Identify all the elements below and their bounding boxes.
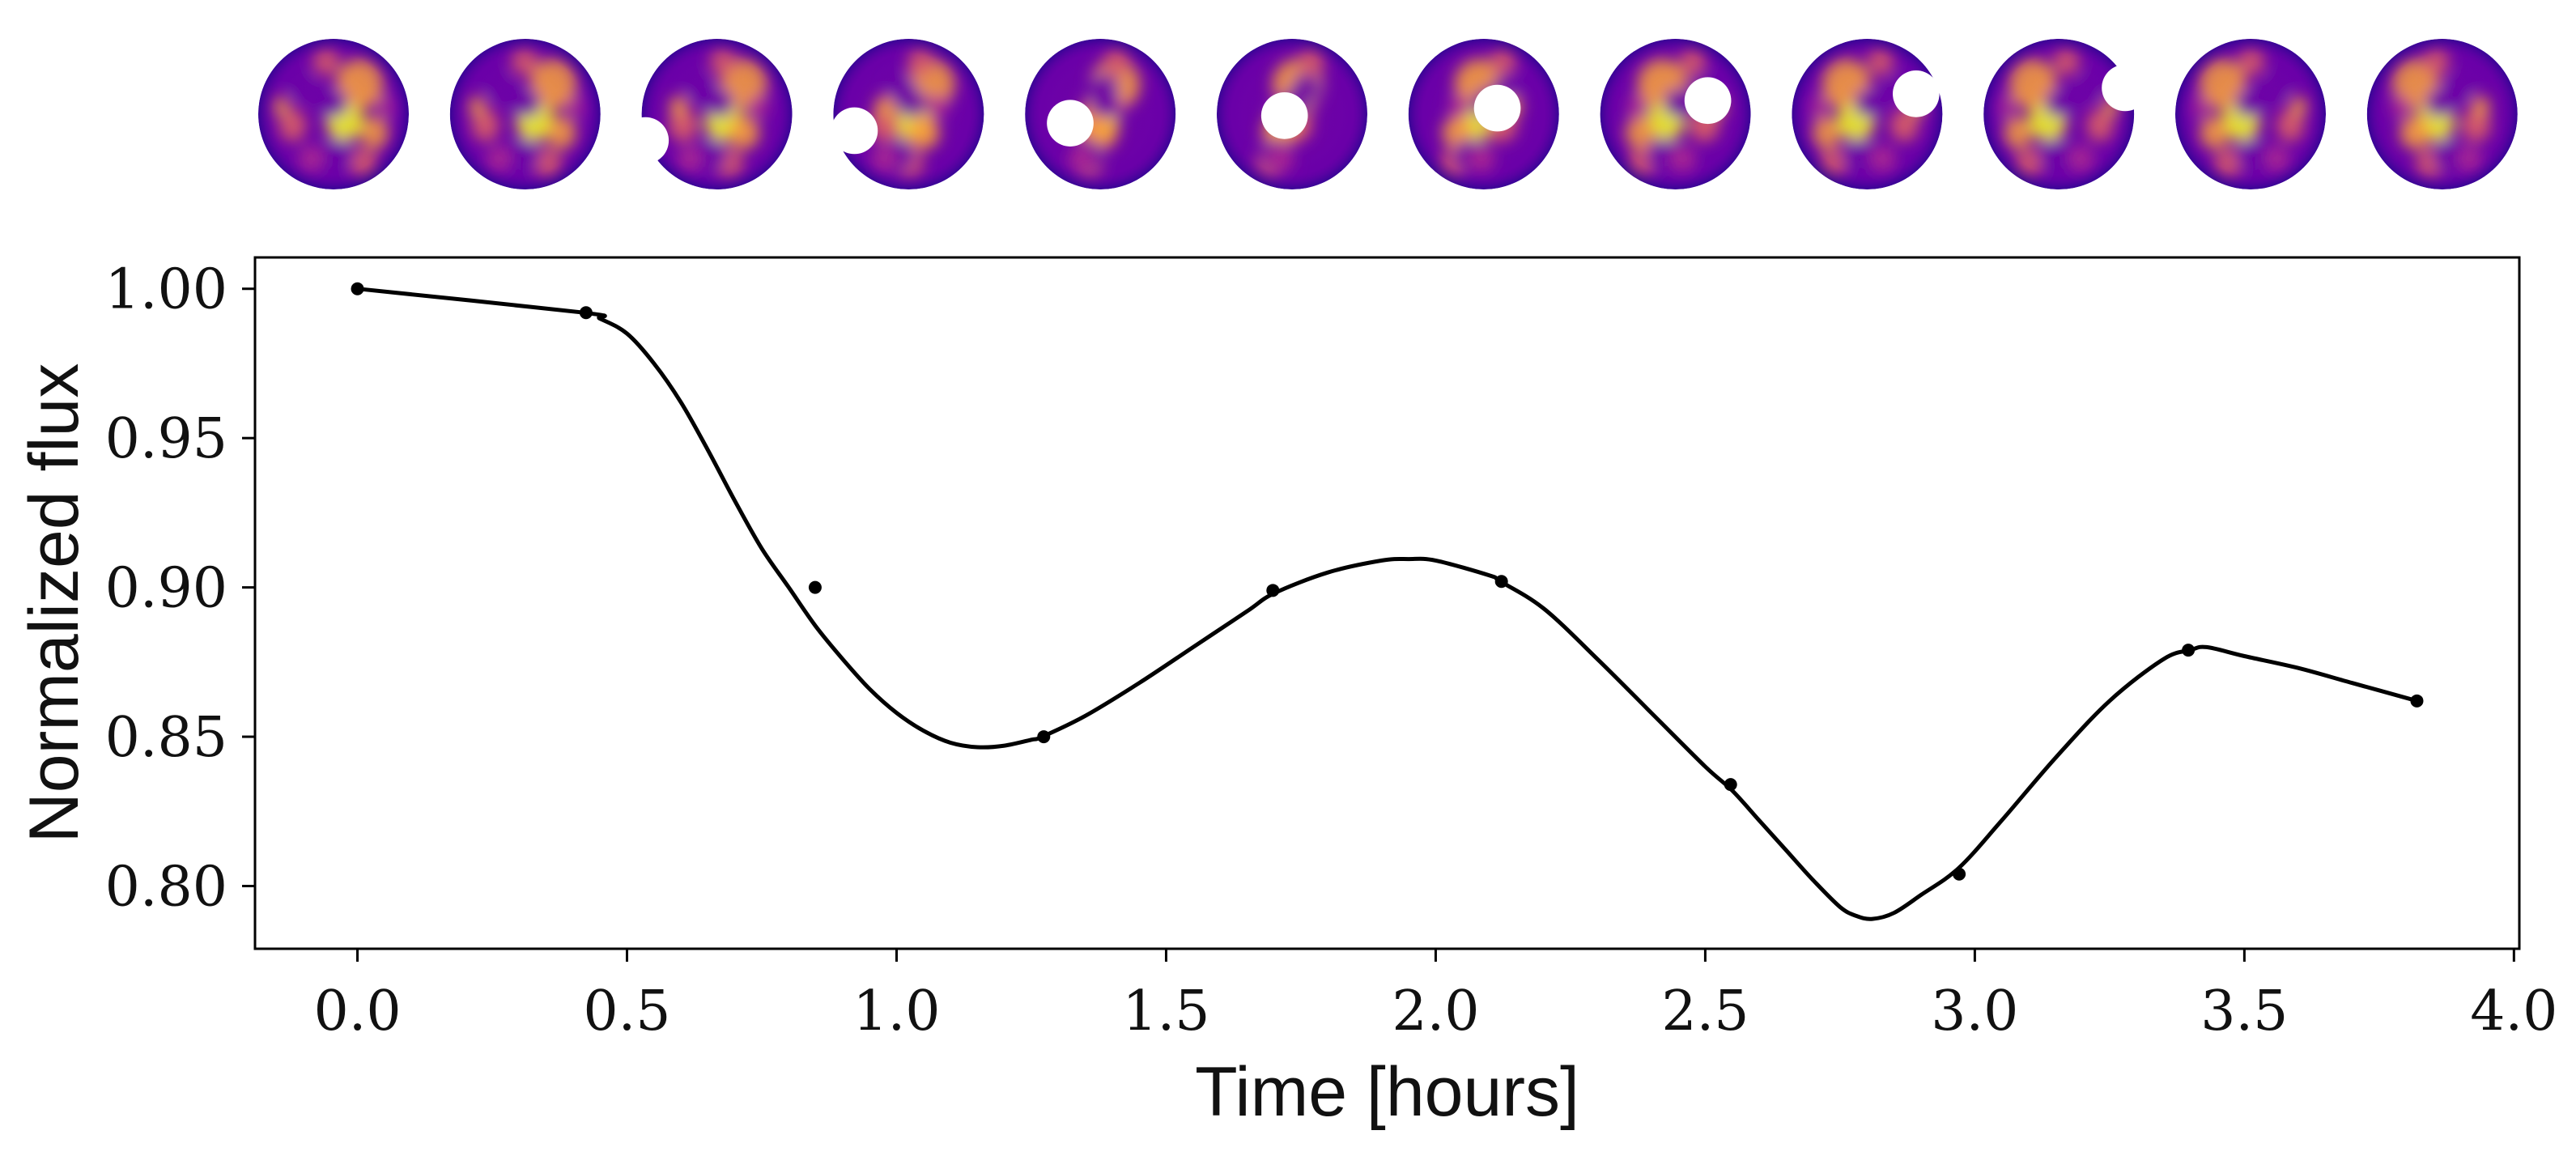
occultor-disc (1893, 70, 1940, 117)
sample-point (2182, 644, 2196, 657)
map-thumbnail (2175, 39, 2326, 189)
occultor-disc (1260, 92, 1308, 139)
map-thumbnail (831, 39, 984, 189)
plot-frame (253, 256, 2521, 950)
map-thumbnail (258, 39, 409, 189)
map-thumbnail-row (258, 39, 2518, 189)
flux-curve-line (355, 287, 2419, 921)
sample-point (351, 282, 364, 295)
occultor-disc (1047, 100, 1094, 147)
y-axis: 0.80 0.85 0.90 0.95 1.00 (105, 258, 255, 920)
map-thumbnail (622, 39, 793, 189)
occultor-disc (1473, 84, 1521, 132)
x-tick-label: 2.0 (1392, 980, 1479, 1043)
map-thumbnail (1600, 39, 1751, 189)
map-thumbnail (1983, 39, 2149, 189)
x-tick-label: 1.0 (852, 980, 940, 1043)
y-axis-label: Normalized flux (15, 363, 93, 844)
x-tick-label: 4.0 (2470, 980, 2557, 1043)
map-thumbnail (2366, 39, 2518, 189)
map-thumbnail (1025, 39, 1176, 189)
y-tick-label: 0.85 (105, 706, 227, 770)
sample-points (351, 282, 2424, 881)
y-tick-label: 0.95 (105, 407, 227, 471)
x-tick-label: 3.5 (2200, 980, 2288, 1043)
sample-point (808, 580, 822, 594)
sample-point (1266, 584, 1280, 597)
occultor-disc (622, 117, 670, 164)
x-tick-label: 0.5 (583, 980, 670, 1043)
occultor-disc (831, 107, 878, 155)
x-tick-label: 0.0 (313, 980, 401, 1043)
sample-point (1724, 778, 1737, 792)
map-thumbnail (1408, 39, 1559, 189)
y-tick-label: 1.00 (105, 258, 227, 322)
x-tick-label: 1.5 (1122, 980, 1209, 1043)
occultor-disc (1684, 77, 1732, 125)
sample-point (1494, 575, 1508, 589)
x-axis-label: Time [hours] (1195, 1053, 1579, 1131)
sample-point (1953, 867, 1966, 881)
sample-point (2410, 694, 2424, 708)
y-tick-label: 0.90 (105, 557, 227, 621)
sample-point (1037, 730, 1051, 744)
map-thumbnail (1217, 39, 1367, 189)
y-tick-label: 0.80 (105, 856, 227, 920)
sample-point (579, 306, 593, 320)
map-thumbnail (449, 39, 601, 189)
occultor-disc (2102, 64, 2149, 112)
x-tick-label: 2.5 (1661, 980, 1749, 1043)
x-tick-label: 3.0 (1931, 980, 2018, 1043)
map-thumbnail (1792, 39, 1943, 189)
x-axis: 0.0 0.5 1.0 1.5 2.0 2.5 3.0 3.5 4.0 (313, 949, 2557, 1043)
